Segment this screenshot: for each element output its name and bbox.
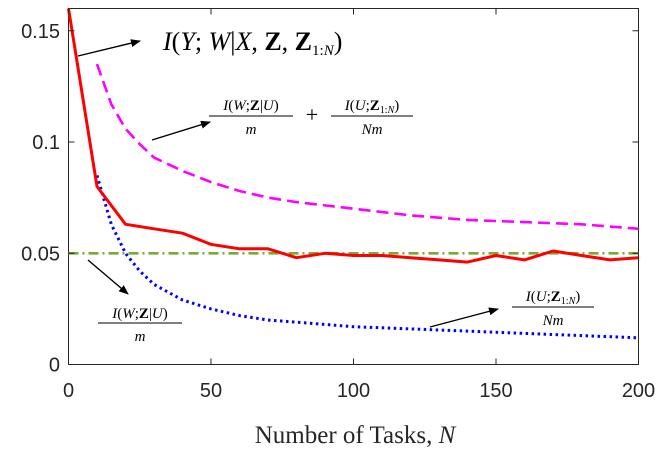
x-tick-label: 0	[63, 380, 74, 402]
svg-text:I(W;Z|U): I(W;Z|U)	[111, 306, 168, 322]
x-axis-label: Number of Tasks, N	[255, 422, 457, 449]
x-tick-label: 100	[337, 380, 370, 402]
label-red-curve: I(Y; W|X, Z, Z1:N)	[162, 27, 342, 59]
series-layer	[67, 8, 639, 340]
annotation-green: I(W;Z|U) m	[87, 259, 182, 345]
y-tick-label: 0	[49, 355, 60, 377]
svg-text:I(U;Z1:N): I(U;Z1:N)	[525, 289, 580, 307]
annotation-magenta: I(W;Z|U) m + I(U;Z1:N) Nm	[151, 98, 413, 141]
svg-text:Nm: Nm	[542, 313, 564, 329]
svg-text:I(U;Z1:N): I(U;Z1:N)	[344, 98, 399, 116]
y-tick-label: 0.1	[32, 132, 60, 154]
y-tick-label: 0.05	[21, 243, 60, 265]
x-tick-label: 200	[622, 380, 655, 402]
svg-text:I(W;Z|U): I(W;Z|U)	[222, 98, 279, 114]
annotation-blue: I(U;Z1:N) Nm	[429, 289, 594, 329]
x-tick-label: 50	[200, 380, 222, 402]
ticks-layer: 0 50 100 150 200 0 0.05 0.1 0.15	[21, 8, 655, 402]
series-line-solid	[67, 8, 639, 264]
svg-text:m: m	[246, 122, 257, 138]
x-tick-label: 150	[479, 380, 512, 402]
annotation-red: I(Y; W|X, Z, Z1:N)	[77, 27, 342, 59]
svg-text:Nm: Nm	[361, 122, 383, 138]
svg-text:+: +	[306, 102, 318, 127]
series-line-dotted	[95, 174, 639, 340]
svg-text:m: m	[135, 329, 146, 345]
series-line-dashed	[95, 63, 639, 231]
y-tick-label: 0.15	[21, 21, 60, 43]
